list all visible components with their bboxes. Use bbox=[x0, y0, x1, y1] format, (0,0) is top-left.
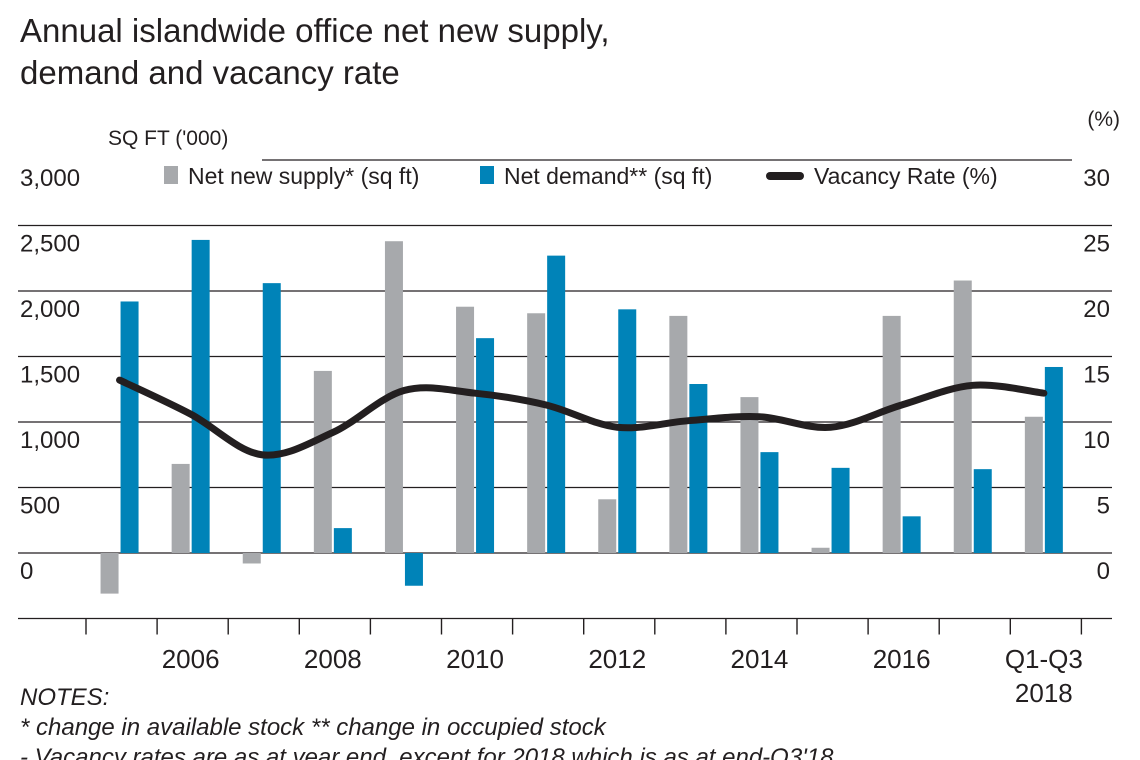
y2-tick-label: 0 bbox=[1097, 558, 1110, 585]
x-tick-label: 2010 bbox=[446, 644, 504, 674]
supply-bar bbox=[740, 397, 759, 553]
notes-line-2: - Vacancy rates are as at year end, exce… bbox=[20, 744, 834, 760]
y-tick-label: 3,000 bbox=[20, 165, 80, 192]
x-tick-label: 2014 bbox=[731, 644, 789, 674]
x-tick-label: 2008 bbox=[304, 644, 362, 674]
demand-bar bbox=[476, 338, 495, 553]
demand-bar bbox=[1044, 366, 1063, 553]
vacancy-point bbox=[545, 404, 547, 406]
y2-tick-label: 5 bbox=[1097, 493, 1110, 520]
x-tick-label: 2012 bbox=[588, 644, 646, 674]
chart-title-line-1: Annual islandwide office net new supply, bbox=[20, 12, 610, 49]
legend-label-demand: Net demand** (sq ft) bbox=[504, 163, 712, 189]
supply-bar bbox=[598, 499, 617, 553]
demand-bar bbox=[760, 452, 779, 553]
left-unit-label: SQ FT ('000) bbox=[108, 127, 228, 150]
demand-bar bbox=[404, 553, 423, 586]
supply-bar bbox=[953, 280, 972, 553]
y2-tick-label: 15 bbox=[1083, 362, 1110, 389]
notes-line-1: * change in available stock ** change in… bbox=[20, 714, 606, 741]
vacancy-point bbox=[190, 413, 192, 415]
demand-bar bbox=[333, 528, 352, 553]
demand-bar bbox=[262, 283, 281, 553]
x-tick-label: 2006 bbox=[162, 644, 220, 674]
vacancy-point bbox=[474, 392, 476, 394]
supply-bar bbox=[1024, 416, 1043, 553]
demand-bar bbox=[831, 467, 850, 553]
supply-bar bbox=[171, 463, 190, 553]
vacancy-point bbox=[119, 379, 121, 381]
legend-label-supply: Net new supply* (sq ft) bbox=[188, 163, 419, 189]
supply-bar bbox=[456, 306, 475, 553]
vacancy-point bbox=[972, 384, 974, 386]
y-tick-label: 500 bbox=[20, 493, 60, 520]
y2-tick-label: 10 bbox=[1083, 427, 1110, 454]
legend: Net new supply* (sq ft) Net demand** (sq … bbox=[164, 163, 998, 189]
vacancy-rate-line bbox=[116, 376, 1048, 459]
y2-tick-label: 25 bbox=[1083, 231, 1110, 258]
y-tick-label: 2,000 bbox=[20, 296, 80, 323]
y-tick-label: 2,500 bbox=[20, 231, 80, 258]
x-tick-label: Q1-Q3 bbox=[1005, 644, 1083, 674]
supply-bar bbox=[242, 553, 261, 564]
supply-bar bbox=[811, 547, 830, 553]
supply-bar bbox=[100, 553, 119, 594]
x-tick-label: 2016 bbox=[873, 644, 931, 674]
supply-bar bbox=[527, 313, 546, 553]
vacancy-point bbox=[403, 390, 405, 392]
demand-bar bbox=[689, 384, 708, 553]
vacancy-point bbox=[1043, 392, 1045, 394]
vacancy-point bbox=[687, 420, 689, 422]
y2-tick-label: 30 bbox=[1083, 165, 1110, 192]
supply-bar bbox=[313, 370, 332, 553]
notes-heading: NOTES: bbox=[20, 684, 110, 711]
vacancy-point bbox=[830, 426, 832, 428]
demand-bar bbox=[191, 239, 210, 553]
vacancy-line-layer bbox=[116, 376, 1048, 459]
notes: NOTES: * change in available stock ** ch… bbox=[20, 683, 833, 760]
legend-swatch-demand bbox=[480, 166, 494, 184]
chart-title-line-2: demand and vacancy rate bbox=[20, 54, 400, 91]
legend-swatch-supply bbox=[164, 166, 178, 184]
vacancy-point bbox=[758, 416, 760, 418]
chart-title: Annual islandwide office net new supply,… bbox=[20, 10, 610, 94]
vacancy-point bbox=[261, 454, 263, 456]
y2-tick-label: 20 bbox=[1083, 296, 1110, 323]
legend-label-vacancy: Vacancy Rate (%) bbox=[814, 163, 998, 189]
vacancy-point bbox=[332, 431, 334, 433]
y-tick-label: 1,500 bbox=[20, 362, 80, 389]
axes: 0 500 1,000 1,500 2,000 2,500 3,000 0 5 10 15 20 25 3… bbox=[20, 108, 1120, 708]
vacancy-point bbox=[901, 404, 903, 406]
y-tick-label: 0 bbox=[20, 558, 33, 585]
supply-bar bbox=[669, 315, 688, 553]
y-tick-label: 1,000 bbox=[20, 427, 80, 454]
right-unit-label: (%) bbox=[1087, 108, 1120, 131]
x-tick-label: 2018 bbox=[1015, 678, 1073, 708]
supply-bar bbox=[882, 315, 901, 553]
demand-bar bbox=[120, 301, 139, 553]
demand-bar bbox=[902, 516, 921, 553]
demand-bar bbox=[973, 469, 992, 553]
vacancy-point bbox=[616, 426, 618, 428]
